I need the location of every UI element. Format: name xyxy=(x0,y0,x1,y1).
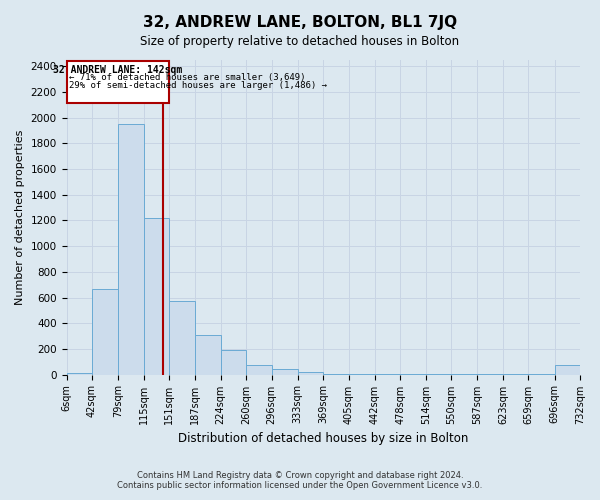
Text: 32 ANDREW LANE: 142sqm: 32 ANDREW LANE: 142sqm xyxy=(53,65,182,75)
Text: 29% of semi-detached houses are larger (1,486) →: 29% of semi-detached houses are larger (… xyxy=(70,81,328,90)
Bar xyxy=(143,218,169,374)
Text: ← 71% of detached houses are smaller (3,649): ← 71% of detached houses are smaller (3,… xyxy=(70,72,306,82)
Bar xyxy=(221,350,246,374)
Bar xyxy=(246,365,272,374)
Bar xyxy=(169,302,194,374)
FancyBboxPatch shape xyxy=(67,62,169,103)
Text: Contains HM Land Registry data © Crown copyright and database right 2024.
Contai: Contains HM Land Registry data © Crown c… xyxy=(118,470,482,490)
Bar xyxy=(92,288,118,374)
Text: Size of property relative to detached houses in Bolton: Size of property relative to detached ho… xyxy=(140,35,460,48)
Bar xyxy=(194,335,221,374)
X-axis label: Distribution of detached houses by size in Bolton: Distribution of detached houses by size … xyxy=(178,432,469,445)
Bar xyxy=(298,372,323,374)
Bar xyxy=(272,370,298,374)
Text: 32, ANDREW LANE, BOLTON, BL1 7JQ: 32, ANDREW LANE, BOLTON, BL1 7JQ xyxy=(143,15,457,30)
Bar xyxy=(118,124,143,374)
Bar xyxy=(554,365,580,374)
Y-axis label: Number of detached properties: Number of detached properties xyxy=(15,130,25,305)
